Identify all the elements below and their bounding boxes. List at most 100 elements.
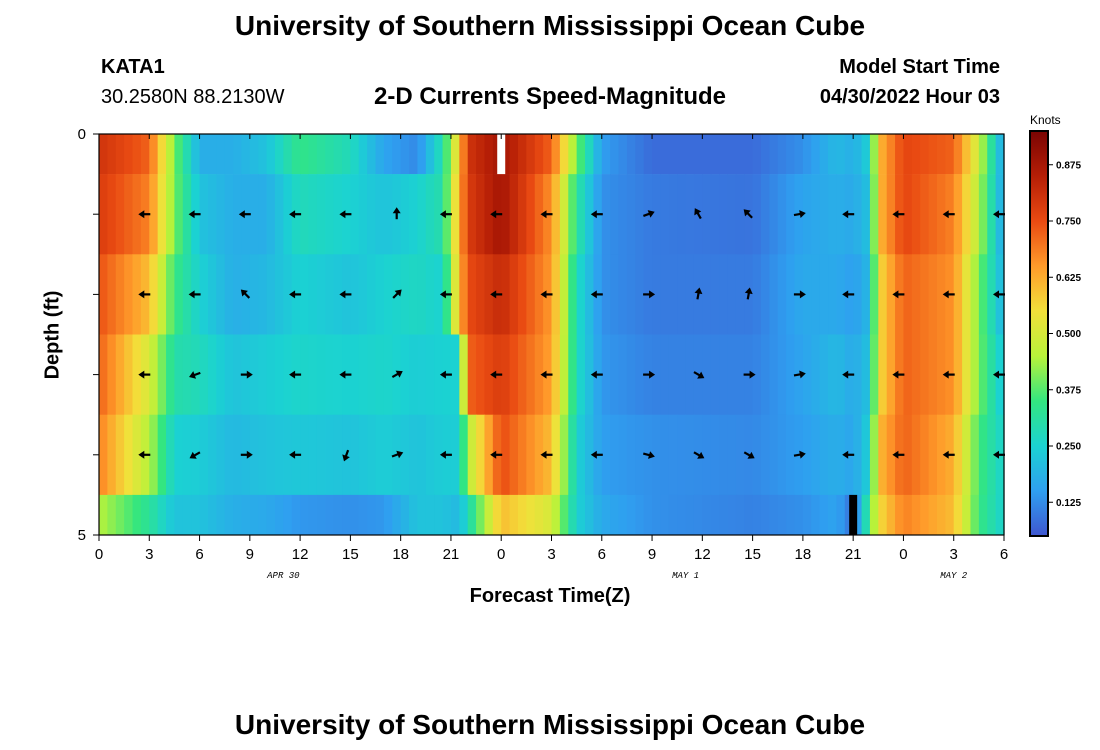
heatmap-cell (325, 174, 335, 255)
heatmap-cell (987, 414, 997, 496)
heatmap-cell (777, 334, 787, 415)
current-arrow (339, 290, 352, 299)
current-arrow (138, 450, 151, 459)
current-arrow (942, 450, 955, 459)
heatmap-cell (517, 414, 527, 496)
heatmap-cell (258, 174, 268, 255)
heatmap-cell (224, 334, 234, 415)
heatmap-cell (576, 134, 586, 175)
heatmap-cell (409, 494, 419, 536)
heatmap-cell (375, 254, 385, 335)
missing-data-bar (849, 494, 858, 535)
heatmap-cell (157, 254, 167, 335)
heatmap-cell (811, 134, 821, 175)
heatmap-cell (434, 174, 444, 255)
heatmap-cell (635, 334, 645, 415)
colorbar-tick-label: 0.250 (1056, 442, 1081, 453)
heatmap-cell (233, 254, 243, 335)
heatmap-cell (802, 334, 812, 415)
heatmap-cell (970, 134, 980, 175)
heatmap-cell (811, 174, 821, 255)
heatmap-cell (786, 174, 796, 255)
x-tick-label: 21 (845, 546, 862, 563)
heatmap-cell (920, 174, 930, 255)
heatmap-cell (534, 494, 544, 536)
station-id: KATA1 (101, 56, 165, 78)
heatmap-cell (610, 174, 620, 255)
heatmap-cell (551, 174, 561, 255)
heatmap-cell (467, 254, 477, 335)
colorbar-tick-label: 0.125 (1056, 498, 1081, 509)
x-tick-label: 9 (246, 546, 254, 563)
heatmap-cell (719, 134, 729, 175)
heatmap-cell (962, 414, 972, 496)
heatmap-cell (668, 174, 678, 255)
current-arrow (743, 451, 755, 459)
heatmap-cell (476, 414, 486, 496)
heatmap-cell (559, 494, 569, 536)
heatmap-cell (559, 334, 569, 415)
heatmap-cell (719, 494, 729, 536)
current-arrow (793, 210, 806, 218)
heatmap-cell (601, 254, 611, 335)
heatmap-cell (132, 334, 142, 415)
heatmap-cell (115, 494, 125, 536)
heatmap-cell (995, 134, 1005, 175)
heatmap-cell (710, 174, 720, 255)
heatmap-cell (693, 134, 703, 175)
heatmap-cell (601, 494, 611, 536)
heatmap-cell (124, 254, 134, 335)
heatmap-cell (769, 494, 779, 536)
heatmap-cell (476, 494, 486, 536)
heatmap-cell (869, 254, 879, 335)
heatmap-cell (300, 334, 310, 415)
heatmap-cell (911, 414, 921, 496)
heatmap-cell (484, 254, 494, 335)
heatmap-cell (752, 254, 762, 335)
heatmap-cell (777, 134, 787, 175)
heatmap-cell (383, 494, 393, 536)
heatmap-cell (962, 494, 972, 536)
current-arrow (842, 290, 855, 299)
current-arrow (490, 450, 503, 459)
y-tick-label: 0 (78, 126, 86, 143)
heatmap-cell (811, 494, 821, 536)
heatmap-cell (459, 414, 469, 496)
heatmap-cell (467, 334, 477, 415)
heatmap-cell (316, 414, 326, 496)
heatmap-cell (853, 174, 863, 255)
heatmap-cell (333, 494, 343, 536)
heatmap-cell (953, 174, 963, 255)
x-tick-label: 3 (145, 546, 153, 563)
heatmap-cell (157, 414, 167, 496)
heatmap-cell (325, 334, 335, 415)
current-arrow (439, 290, 452, 299)
current-arrow (892, 210, 905, 219)
current-arrow (439, 450, 452, 459)
heatmap-cell (551, 494, 561, 536)
heatmap-cell (207, 414, 217, 496)
current-arrow (439, 370, 452, 379)
x-tick-label: 3 (950, 546, 958, 563)
heatmap-cell (677, 414, 687, 496)
heatmap-cell (149, 494, 159, 536)
heatmap-cell (802, 174, 812, 255)
heatmap-cell (484, 494, 494, 536)
heatmap-cell (459, 254, 469, 335)
heatmap-cell (543, 134, 553, 175)
x-tick-label: 18 (795, 546, 812, 563)
heatmap-cell (258, 414, 268, 496)
heatmap-cell (710, 334, 720, 415)
heatmap-cell (367, 174, 377, 255)
heatmap-cell (459, 174, 469, 255)
heatmap-cell (425, 334, 435, 415)
heatmap-cell (719, 174, 729, 255)
heatmap-cell (434, 494, 444, 536)
heatmap-cell (140, 134, 150, 175)
heatmap-cell (702, 334, 712, 415)
colorbar-units-label: Knots (1030, 113, 1061, 127)
heatmap-cell (509, 414, 519, 496)
heatmap-cell (660, 494, 670, 536)
heatmap-cell (249, 174, 259, 255)
model-start-value: 04/30/2022 Hour 03 (819, 86, 1000, 108)
